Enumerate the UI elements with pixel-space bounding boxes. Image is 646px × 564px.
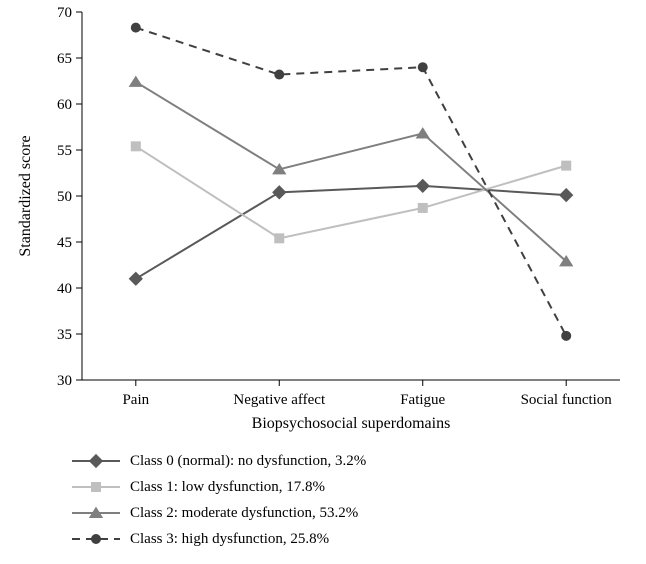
legend-label: Class 1: low dysfunction, 17.8% — [130, 479, 325, 496]
y-tick-label: 45 — [57, 235, 72, 251]
y-tick-label: 35 — [57, 327, 72, 343]
legend-item-class3: Class 3: high dysfunction, 25.8% — [72, 526, 366, 552]
legend-swatch — [72, 451, 120, 471]
legend-swatch — [72, 503, 120, 523]
x-tick-label: Fatigue — [400, 392, 445, 408]
y-tick-label: 55 — [57, 143, 72, 159]
y-tick-label: 60 — [57, 97, 72, 113]
x-tick-label: Pain — [122, 392, 149, 408]
legend-swatch — [72, 529, 120, 549]
legend-item-class1: Class 1: low dysfunction, 17.8% — [72, 474, 366, 500]
legend-swatch — [72, 477, 120, 497]
x-tick-label: Social function — [521, 392, 613, 408]
y-tick-label: 30 — [57, 373, 72, 389]
legend: Class 0 (normal): no dysfunction, 3.2% Cl… — [72, 448, 366, 552]
legend-label: Class 3: high dysfunction, 25.8% — [130, 531, 329, 548]
y-axis-title: Standardized score — [17, 135, 34, 256]
legend-item-class0: Class 0 (normal): no dysfunction, 3.2% — [72, 448, 366, 474]
y-tick-label: 65 — [57, 51, 72, 67]
x-tick-label: Negative affect — [233, 392, 326, 408]
y-tick-label: 40 — [57, 281, 72, 297]
x-axis-title: Biopsychosocial superdomains — [252, 415, 451, 432]
y-tick-label: 70 — [57, 5, 72, 21]
legend-label: Class 0 (normal): no dysfunction, 3.2% — [130, 453, 366, 470]
y-tick-label: 50 — [57, 189, 72, 205]
legend-label: Class 2: moderate dysfunction, 53.2% — [130, 505, 358, 522]
chart-container: 30 35 40 45 50 55 60 65 70 Pain Negative affect Fat… — [0, 0, 646, 564]
legend-item-class2: Class 2: moderate dysfunction, 53.2% — [72, 500, 366, 526]
